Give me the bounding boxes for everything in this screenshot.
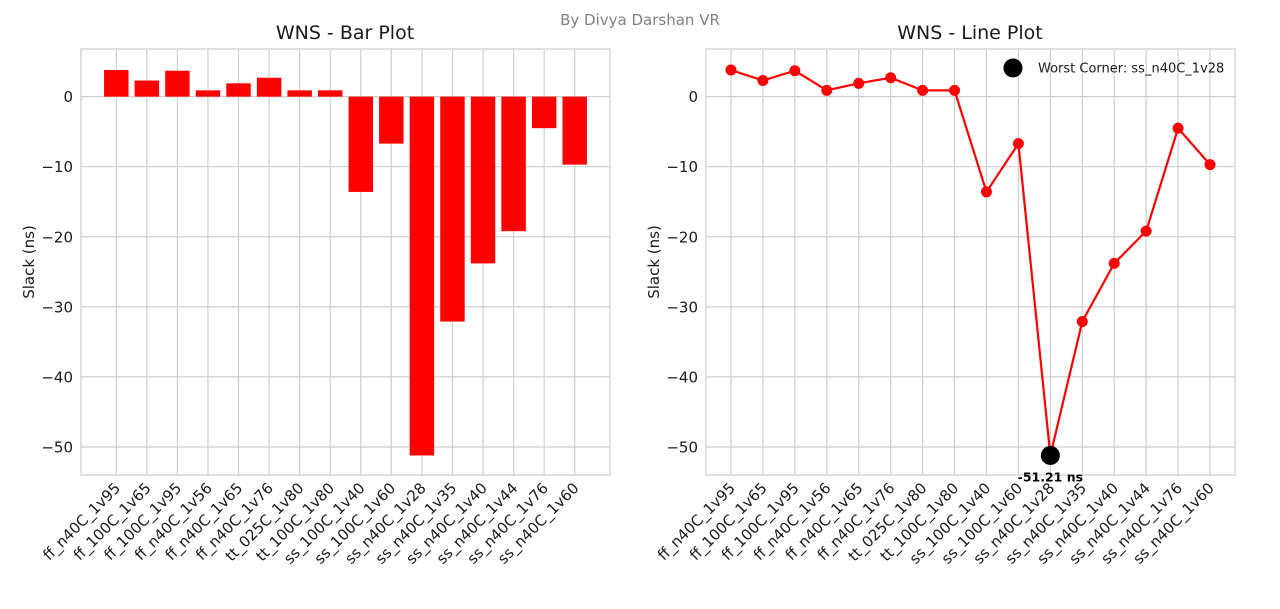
data-point [1140, 225, 1152, 237]
y-tick-label: −50 [666, 438, 698, 456]
series-line [730, 68, 1211, 456]
grid [81, 49, 610, 475]
bar [226, 83, 251, 97]
worst-corner-label: -51.21 ns [1018, 469, 1083, 484]
line-chart: WNS - Line Plot Slack (ns) 0 −10 −20 −30 −40… [645, 22, 1236, 568]
data-point [853, 77, 865, 89]
y-tick-label: 0 [63, 88, 73, 106]
bar-chart-ylabel: Slack (ns) [20, 225, 38, 299]
y-tick-label: −30 [666, 298, 698, 316]
bar [562, 96, 587, 165]
bar [501, 96, 526, 232]
y-tick-label: −20 [666, 228, 698, 246]
data-point [1012, 138, 1024, 150]
bars [104, 70, 587, 456]
data-point [1172, 122, 1184, 134]
bar [348, 96, 374, 192]
y-tick-label: −50 [41, 438, 73, 456]
y-tick-label: −10 [666, 158, 698, 176]
x-axis-ticks: ff_n40C_1v95ff_100C_1v65ff_100C_1v95ff_n… [654, 479, 1219, 568]
worst-corner-marker [1040, 445, 1060, 465]
bar [470, 96, 496, 264]
bar-chart-title: WNS - Bar Plot [276, 22, 414, 44]
bar [256, 77, 282, 97]
bar [409, 96, 435, 456]
data-point [821, 84, 833, 96]
bar [134, 80, 160, 97]
y-tick-label: −40 [666, 368, 698, 386]
legend-marker [1003, 58, 1023, 78]
data-point [949, 84, 961, 96]
data-point [1076, 316, 1088, 328]
plot-frame [705, 48, 1236, 476]
y-axis-ticks: 0 −10 −20 −30 −40 −50 [41, 88, 73, 456]
y-axis-ticks: 0 −10 −20 −30 −40 −50 [666, 88, 698, 456]
data-point [1108, 257, 1120, 269]
bar-chart: WNS - Bar Plot Slack (ns) 0 −10 −20 −30 −40 −… [20, 22, 611, 568]
y-tick-label: −20 [41, 228, 73, 246]
data-point [1204, 159, 1216, 171]
legend-label: Worst Corner: ss_n40C_1v28 [1038, 62, 1224, 77]
data-point [725, 64, 737, 76]
data-point [757, 75, 769, 87]
bar [317, 90, 343, 97]
y-tick-label: −10 [41, 158, 73, 176]
bar [104, 70, 129, 97]
y-tick-label: −40 [41, 368, 73, 386]
bar [531, 96, 557, 129]
bar [379, 96, 404, 144]
author-credit: By Divya Darshan VR [560, 11, 720, 29]
line-chart-title: WNS - Line Plot [897, 22, 1042, 44]
legend: Worst Corner: ss_n40C_1v28 [1003, 58, 1224, 78]
data-point [980, 186, 992, 198]
bar [165, 70, 190, 97]
x-axis-ticks: ff_n40C_1v95ff_100C_1v65ff_100C_1v95ff_n… [39, 479, 583, 568]
grid [706, 49, 1235, 475]
line-chart-ylabel: Slack (ns) [645, 225, 663, 299]
y-tick-label: 0 [688, 88, 698, 106]
data-point [917, 84, 929, 96]
points [725, 64, 1216, 461]
y-tick-label: −30 [41, 298, 73, 316]
plot-frame [80, 48, 611, 476]
bar [287, 90, 312, 97]
bar [440, 96, 465, 322]
bar [195, 90, 221, 97]
data-point [885, 72, 897, 84]
data-point [789, 65, 801, 77]
